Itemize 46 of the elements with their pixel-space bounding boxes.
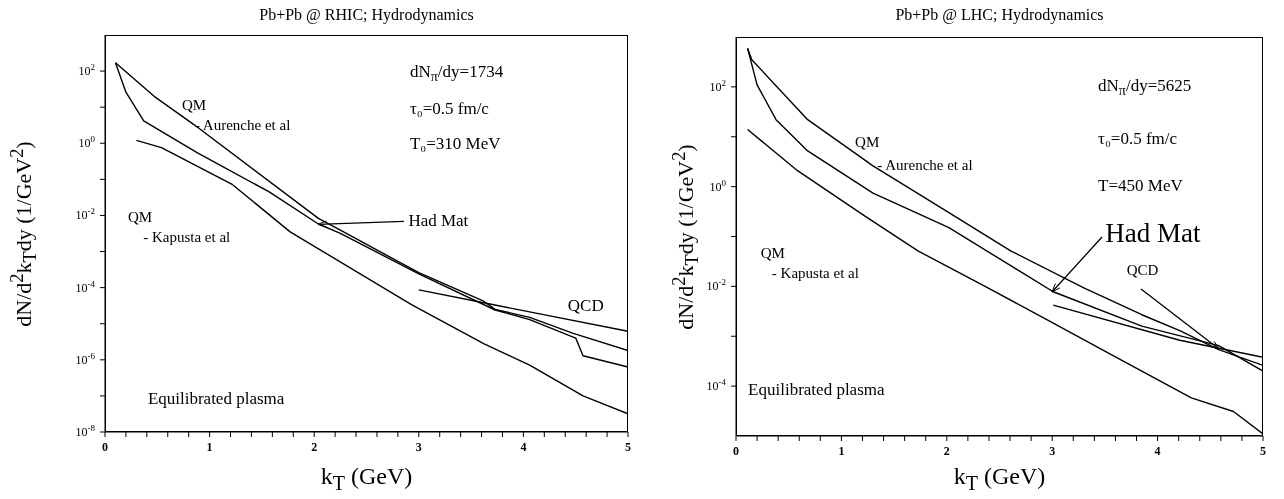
x-tick-label: 5 (1260, 444, 1266, 458)
y-tick-label: 10$^{0}$ (78, 134, 96, 151)
chart-title: Pb+Pb @ LHC; Hydrodynamics (894, 6, 1105, 24)
y-tick-label: 10$^{2}$ (78, 62, 95, 79)
chart-title: Pb+Pb @ RHIC; Hydrodynamics (258, 6, 475, 24)
annotation: QM (855, 134, 880, 151)
x-axis-title: k$_{T}$ (GeV) (952, 463, 1047, 495)
y-tick-label: 10$^{-4}$ (706, 377, 727, 394)
annotation: - Kapusta et al (143, 228, 231, 245)
annotation: QCD (567, 296, 604, 316)
y-tick-label: 10$^{-2}$ (75, 206, 95, 223)
y-tick-label: 10$^{2}$ (709, 77, 726, 94)
annotation: Had Mat (408, 210, 469, 230)
annotation: T=450 MeV (1098, 175, 1183, 195)
annotation: dN$_{π}$/dy=5625 (1098, 75, 1192, 99)
annotation: QM (760, 244, 785, 261)
y-tick-label: 10$^{-6}$ (75, 350, 96, 367)
annotation: Equilibrated plasma (147, 389, 285, 409)
annotation: - Aurenche et al (877, 156, 973, 173)
x-tick-label: 0 (102, 440, 108, 454)
y-tick-label: 10$^{0}$ (709, 177, 727, 194)
x-axis-title: k$_{T}$ (GeV) (319, 463, 414, 495)
annotation: Equilibrated plasma (748, 379, 885, 399)
y-tick-label: 10$^{-2}$ (706, 277, 726, 294)
x-tick-label: 1 (206, 440, 213, 454)
annotation: T₀=310 MeV (409, 133, 501, 153)
annotation: Had Mat (1105, 217, 1201, 248)
x-tick-label: 2 (943, 444, 950, 458)
annotation: - Kapusta et al (771, 264, 859, 281)
annotation: τ₀=0.5 fm/c (1098, 128, 1178, 148)
y-tick-label: 10$^{-8}$ (75, 423, 96, 439)
x-tick-label: 3 (1049, 444, 1056, 458)
annotation: - Aurenche et al (194, 116, 291, 133)
annotation: QCD (1126, 261, 1159, 278)
x-tick-label: 4 (520, 440, 527, 454)
x-tick-label: 4 (1154, 444, 1161, 458)
x-tick-label: 0 (733, 444, 739, 458)
annotation: dN$_{π}$/dy=1734 (409, 61, 504, 85)
annotation: QM (128, 209, 153, 226)
annotation: QM (181, 97, 207, 114)
x-tick-label: 2 (311, 440, 318, 454)
x-tick-label: 1 (838, 444, 845, 458)
y-tick-label: 10$^{-4}$ (75, 278, 96, 295)
x-tick-label: 5 (625, 440, 631, 454)
annotation: τ₀=0.5 fm/c (409, 98, 489, 118)
x-tick-label: 3 (415, 440, 422, 454)
